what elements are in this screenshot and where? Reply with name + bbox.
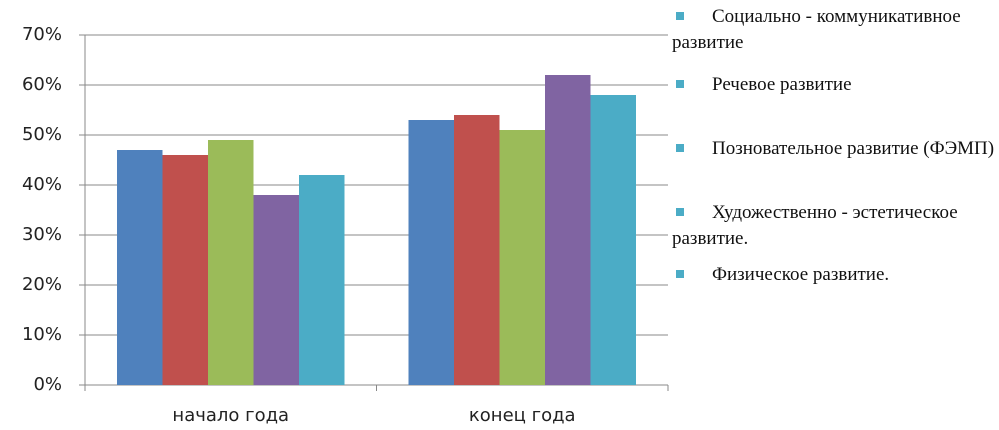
bar: [499, 130, 545, 385]
y-tick-label: 20%: [22, 274, 62, 295]
y-tick-label: 60%: [22, 74, 62, 95]
bar: [590, 95, 636, 385]
legend-item: Физическое развитие.: [672, 262, 997, 288]
bar: [208, 140, 254, 385]
bar: [162, 155, 208, 385]
legend-marker: [676, 12, 684, 21]
bar: [299, 175, 345, 385]
x-tick-label: начало года: [172, 405, 289, 426]
legend-item: Позновательное развитие (ФЭМП): [672, 136, 997, 162]
y-tick-label: 40%: [22, 174, 62, 195]
y-tick-label: 70%: [22, 24, 62, 45]
legend-marker: [676, 80, 684, 89]
legend-item: Художественно - эстетическое развитие.: [672, 200, 997, 252]
y-tick-label: 0%: [33, 374, 62, 395]
legend-item: Речевое развитие: [672, 72, 997, 98]
legend-label: Физическое развитие.: [712, 264, 890, 285]
bar: [454, 115, 500, 385]
legend-label: Речевое развитие: [712, 74, 852, 95]
legend-marker: [676, 208, 684, 217]
bar: [545, 75, 591, 385]
bar: [408, 120, 454, 385]
y-tick-label: 10%: [22, 324, 62, 345]
legend-label: Социально - коммуникативное развитие: [672, 6, 961, 53]
legend-marker: [676, 270, 684, 279]
legend-label: Художественно - эстетическое развитие.: [672, 202, 958, 249]
bar: [253, 195, 299, 385]
x-tick-label: конец года: [469, 405, 576, 426]
y-tick-label: 30%: [22, 224, 62, 245]
legend-label: Позновательное развитие (ФЭМП): [712, 138, 995, 159]
legend-item: Социально - коммуникативное развитие: [672, 4, 997, 56]
chart: 0% 10% 20% 30% 40% 50% 60% 70% начало года конец …: [22, 24, 669, 426]
y-tick-label: 50%: [22, 124, 62, 145]
bar: [117, 150, 163, 385]
legend-marker: [676, 144, 684, 153]
